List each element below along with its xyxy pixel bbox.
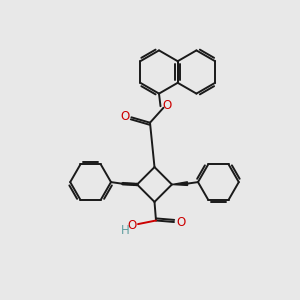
Text: O: O (120, 110, 129, 123)
Polygon shape (172, 182, 188, 185)
Text: O: O (176, 216, 185, 229)
Text: H: H (121, 224, 130, 237)
Text: O: O (163, 99, 172, 112)
Text: O: O (128, 219, 136, 232)
